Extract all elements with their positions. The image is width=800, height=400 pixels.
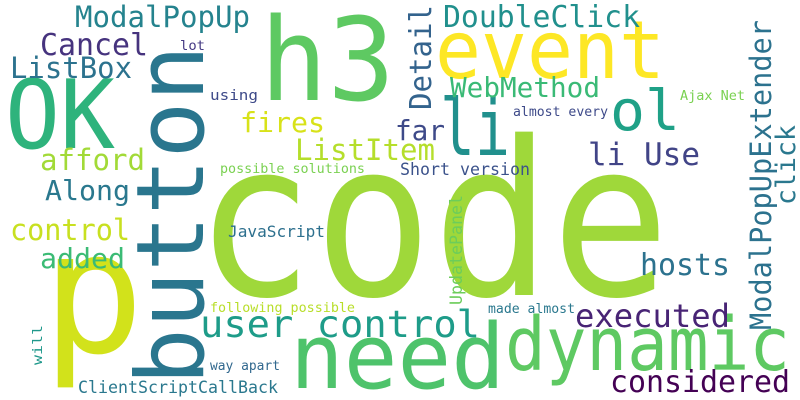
word: h3 [260,0,395,128]
word: click [771,125,800,205]
word: ClientScriptCallBack [78,378,278,397]
word: Ajax Net [680,88,745,104]
word: possible solutions [220,161,365,177]
word: user control [200,303,480,346]
word: control [10,213,130,247]
word: DoubleClick [443,0,640,35]
word: lot [180,39,205,54]
word: ListItem [295,133,435,167]
word: added [40,242,125,275]
word: need [290,305,505,400]
word: dynamic [505,302,790,388]
word: following possible [210,300,355,316]
word: li [440,84,510,174]
word: JavaScript [228,222,325,241]
word: Cancel [40,28,148,63]
word: ModalPopUpExtender [744,20,778,330]
word: afford [40,143,145,177]
word: almost every [513,105,608,120]
word: made almost [488,302,575,317]
word: UpdatePanel [447,195,467,305]
word: event [435,4,665,97]
word: ModalPopUp [75,0,250,34]
word: using [210,88,258,104]
word: hosts [640,248,730,283]
word: OK [5,61,115,171]
word: considered [610,365,790,400]
word: WebMethod [450,71,600,104]
word: far [395,114,445,147]
word: button [117,45,226,385]
word: ol [610,79,680,144]
word: li Use [588,137,700,173]
word: Detail [404,5,439,110]
word: fires [240,106,325,139]
word: Short version [400,160,530,180]
word: Along [45,174,130,207]
word: executed [575,297,730,335]
word: way apart [210,359,280,374]
word: ListBox [10,51,132,85]
word: p [42,195,144,393]
word: code [195,95,670,346]
word: will [31,325,46,365]
